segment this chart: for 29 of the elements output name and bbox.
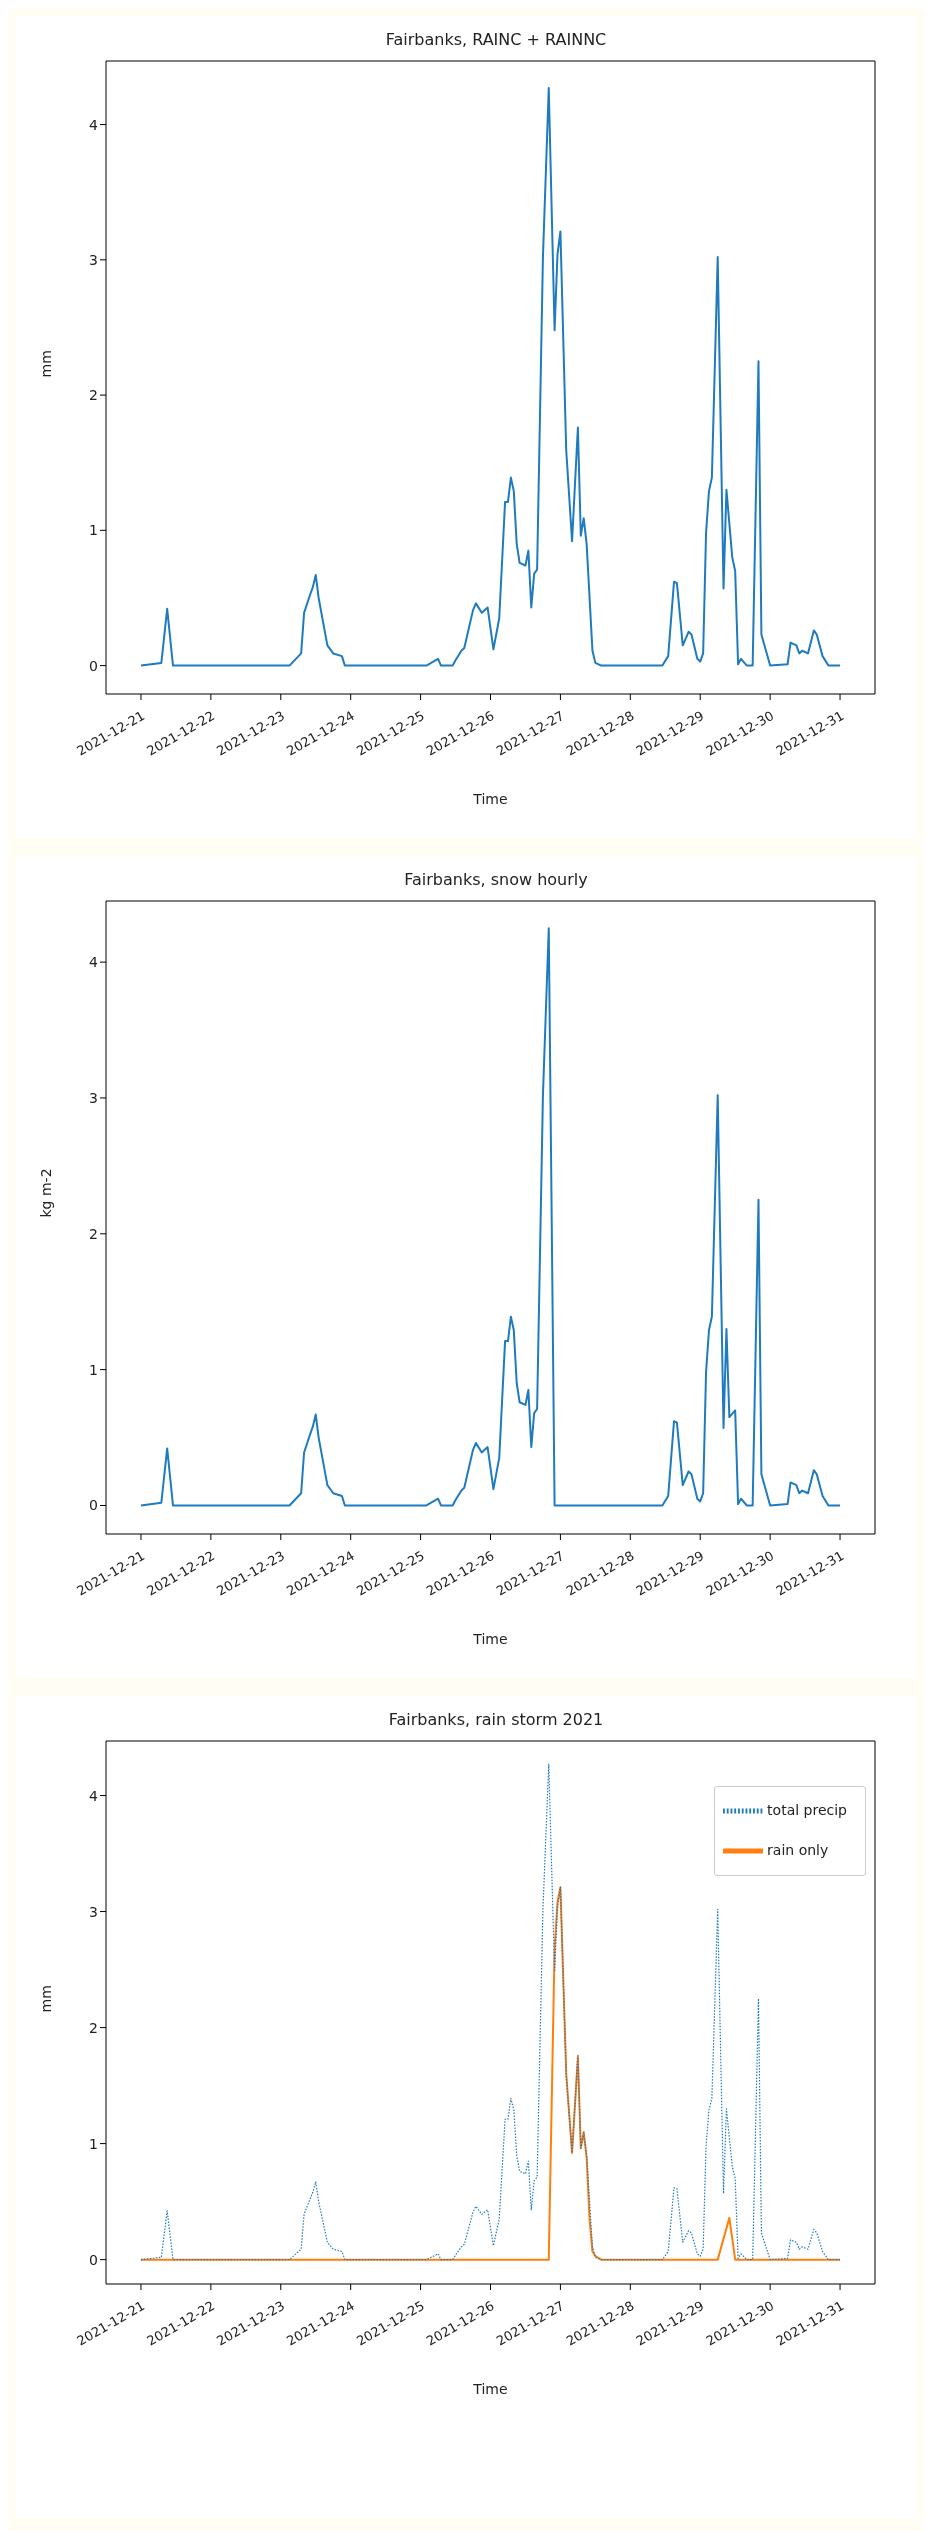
x-axis-title: Time [472,2381,508,2397]
y-tick-label: 4 [89,1787,99,1804]
y-tick-label: 3 [89,251,98,268]
y-axis-title: kg m-2 [37,1168,54,1218]
y-tick-label: 4 [89,954,99,971]
y-tick-label: 2 [89,387,98,404]
y-axis-title: mm [37,1985,54,2013]
legend-label: total precip [767,1802,847,1818]
y-tick-label: 3 [89,1089,98,1106]
y-tick-label: 0 [89,657,98,674]
y-tick-label: 3 [89,1903,98,1920]
y-tick-label: 1 [89,1361,98,1378]
y-tick-label: 4 [89,116,99,133]
x-axis-title: Time [472,1631,508,1647]
y-tick-label: 1 [89,2135,98,2152]
y-axis-title: mm [37,350,54,378]
y-tick-label: 2 [89,1225,98,1242]
chart-title: Fairbanks, RAINC + RAINNC [384,29,608,51]
line-series [139,87,842,667]
line-series [139,1886,842,2261]
y-tick-label: 1 [89,522,98,539]
x-axis-title: Time [472,791,508,807]
line-series [139,927,842,1507]
legend-label: rain only [767,1842,829,1858]
y-tick-label: 2 [89,2019,98,2036]
chart-title: Fairbanks, rain storm 2021 [387,1709,605,1731]
chart-title: Fairbanks, snow hourly [403,869,589,891]
y-tick-label: 0 [89,1497,98,1514]
y-tick-label: 0 [89,2251,98,2268]
